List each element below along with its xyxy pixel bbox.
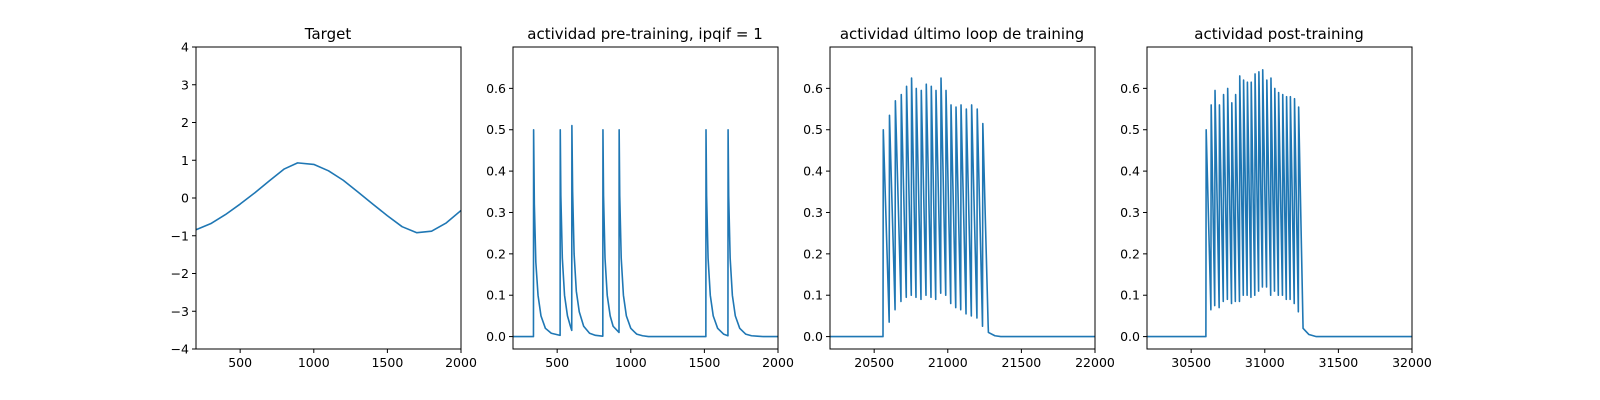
x-tick-label: 500 bbox=[545, 355, 569, 370]
subplot-last-training-loop: actividad último loop de training 20500 2… bbox=[803, 25, 1115, 370]
y-tick-label: 0.3 bbox=[1120, 205, 1140, 220]
axes-frame bbox=[1146, 46, 1413, 350]
series-line bbox=[196, 162, 461, 234]
subplot-title: actividad post-training bbox=[1194, 25, 1363, 43]
x-tick-label: 20500 bbox=[854, 355, 894, 370]
x-tick-label: 1500 bbox=[371, 355, 403, 370]
y-tick-label: 0.6 bbox=[1120, 81, 1140, 96]
plot-area: 500 1000 1500 2000 −4 −3 −2 −1 0 1 2 3 4 bbox=[171, 40, 477, 371]
y-tick-label: 2 bbox=[181, 115, 189, 130]
y-tick-label: 3 bbox=[181, 77, 189, 92]
subplot-title: Target bbox=[304, 25, 352, 43]
x-tick-label: 22000 bbox=[1075, 355, 1115, 370]
x-tick-label: 31000 bbox=[1245, 355, 1285, 370]
x-tick-label: 500 bbox=[228, 355, 252, 370]
y-tick-label: −3 bbox=[171, 304, 189, 319]
x-tick-label: 21000 bbox=[928, 355, 968, 370]
y-tick-label: 1 bbox=[181, 153, 189, 168]
axes-frame bbox=[512, 46, 779, 350]
y-tick-label: 0.4 bbox=[803, 164, 823, 179]
subplot-target: Target 500 1000 1500 2000 −4 −3 −2 −1 0 1 2 3 4 bbox=[171, 25, 477, 370]
x-tick-label: 2000 bbox=[445, 355, 477, 370]
y-tick-label: 0 bbox=[181, 191, 189, 206]
y-tick-label: 0.5 bbox=[486, 122, 506, 137]
x-tick-label: 32000 bbox=[1392, 355, 1432, 370]
y-tick-label: 0.0 bbox=[1120, 329, 1140, 344]
y-tick-label: 0.2 bbox=[803, 246, 823, 261]
x-tick-label: 30500 bbox=[1171, 355, 1211, 370]
y-tick-label: 0.5 bbox=[1120, 122, 1140, 137]
axes-frame bbox=[829, 46, 1096, 350]
y-tick-label: 4 bbox=[181, 40, 189, 55]
x-tick-label: 1000 bbox=[298, 355, 330, 370]
x-tick-label: 21500 bbox=[1002, 355, 1042, 370]
x-tick-label: 31500 bbox=[1319, 355, 1359, 370]
y-tick-label: 0.3 bbox=[803, 205, 823, 220]
y-tick-label: 0.4 bbox=[486, 164, 506, 179]
subplot-post-training: actividad post-training 30500 31000 31500 3… bbox=[1120, 25, 1432, 370]
y-tick-label: −4 bbox=[171, 342, 189, 357]
y-tick-label: 0.1 bbox=[1120, 288, 1140, 303]
y-tick-label: −1 bbox=[171, 228, 189, 243]
y-tick-label: −2 bbox=[171, 266, 189, 281]
y-tick-label: 0.4 bbox=[1120, 164, 1140, 179]
series-line bbox=[830, 77, 1095, 338]
plot-area: 500 1000 1500 2000 0.0 0.1 0.2 0.3 0.4 0.5 0.6 bbox=[486, 46, 794, 370]
plot-area: 30500 31000 31500 32000 0.0 0.1 0.2 0.3 0.4 0.5 0.… bbox=[1120, 46, 1432, 370]
subplot-pre-training: actividad pre-training, ipqif = 1 500 100… bbox=[486, 25, 794, 370]
y-tick-label: 0.2 bbox=[486, 246, 506, 261]
y-tick-label: 0.3 bbox=[486, 205, 506, 220]
series-line bbox=[1147, 68, 1412, 338]
series-line bbox=[513, 124, 778, 338]
y-tick-label: 0.1 bbox=[486, 288, 506, 303]
x-tick-label: 2000 bbox=[762, 355, 794, 370]
plot-area: 20500 21000 21500 22000 0.0 0.1 0.2 0.3 0.4 0.5 0.… bbox=[803, 46, 1115, 370]
y-tick-label: 0.5 bbox=[803, 122, 823, 137]
y-tick-label: 0.1 bbox=[803, 288, 823, 303]
y-tick-label: 0.0 bbox=[486, 329, 506, 344]
x-tick-label: 1500 bbox=[688, 355, 720, 370]
y-tick-label: 0.2 bbox=[1120, 246, 1140, 261]
x-tick-label: 1000 bbox=[615, 355, 647, 370]
y-tick-label: 0.6 bbox=[486, 81, 506, 96]
subplot-title: actividad pre-training, ipqif = 1 bbox=[527, 25, 763, 43]
y-tick-label: 0.6 bbox=[803, 81, 823, 96]
subplot-title: actividad último loop de training bbox=[840, 25, 1084, 43]
y-tick-label: 0.0 bbox=[803, 329, 823, 344]
